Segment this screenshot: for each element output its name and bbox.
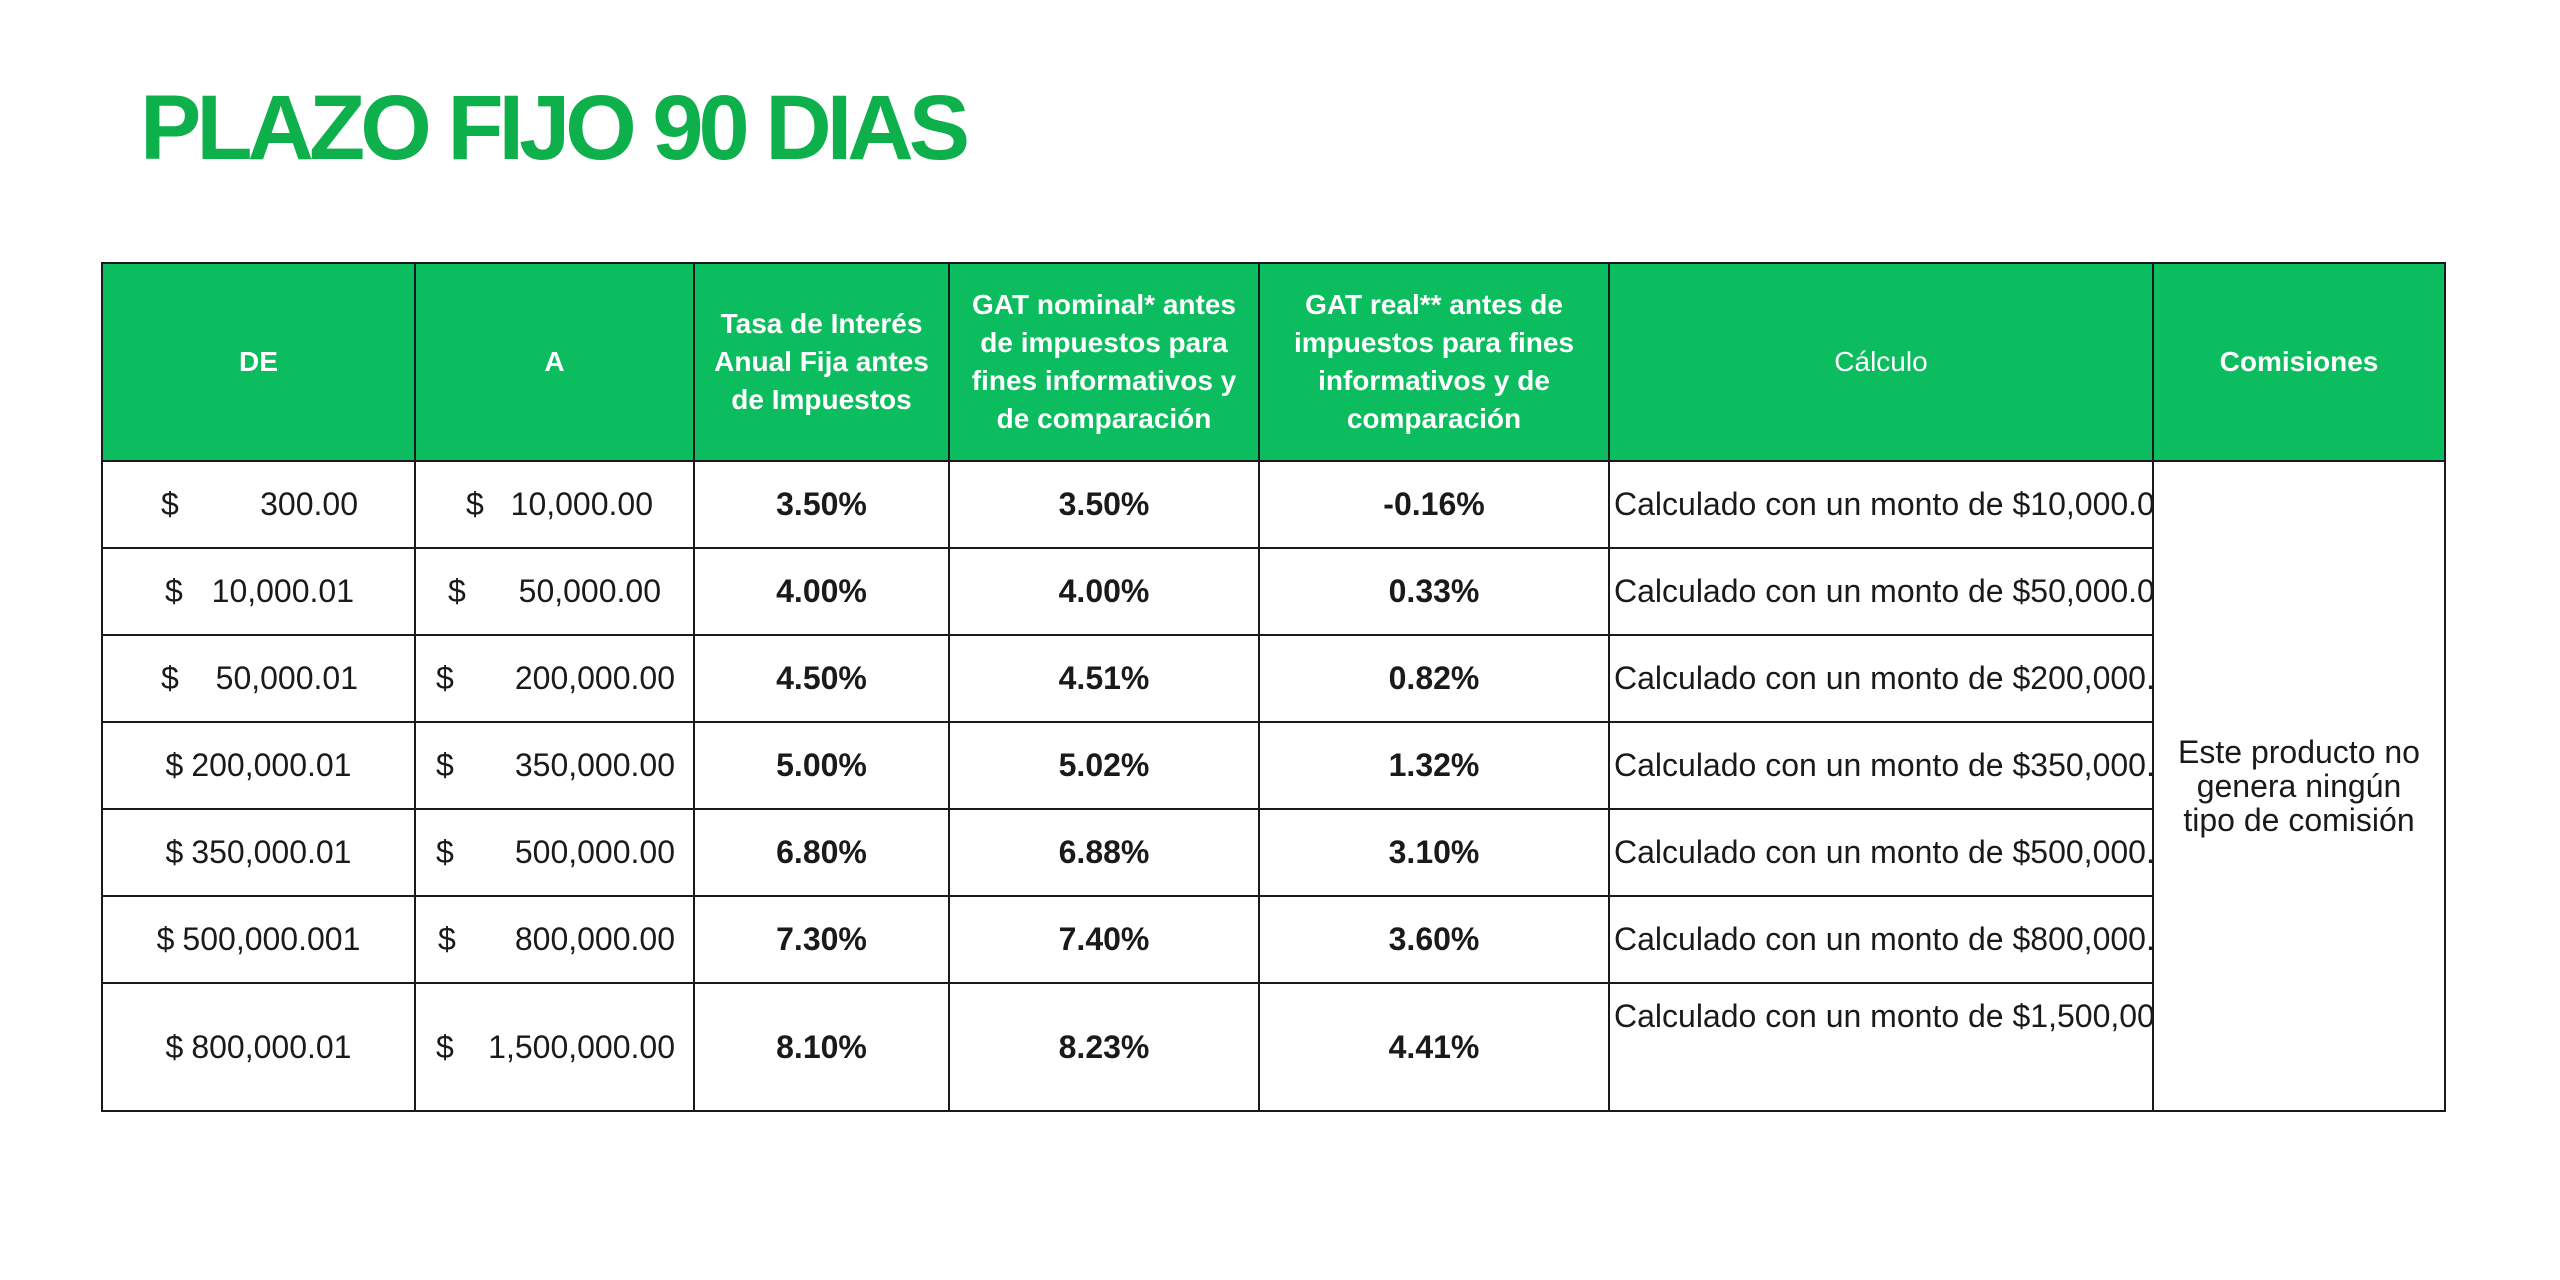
cell-calculo: Calculado con un monto de $350,000.00 — [1608, 721, 2154, 810]
currency-symbol: $ — [165, 573, 183, 609]
amount-from: 50,000.01 — [215, 660, 358, 696]
table-row: $ 350,000.01 $ 500,000.00 6.80% 6.88% 3.… — [101, 808, 2445, 897]
cell-comisiones: Este producto no genera ningún tipo de c… — [2152, 460, 2446, 1112]
rates-table: DE A Tasa de Interés Anual Fija antes de… — [101, 262, 2446, 1112]
cell-a: $ 200,000.00 — [414, 634, 695, 723]
cell-tasa: 8.10% — [693, 982, 950, 1112]
currency-symbol: $ — [161, 660, 179, 696]
cell-gat-real: 1.32% — [1258, 721, 1610, 810]
table-row: $ 500,000.001 $ 800,000.00 7.30% 7.40% 3… — [101, 895, 2445, 984]
amount-from: 300.00 — [260, 486, 358, 522]
currency-symbol: $ — [161, 486, 179, 522]
cell-a: $ 350,000.00 — [414, 721, 695, 810]
cell-gat-nominal: 4.51% — [948, 634, 1260, 723]
cell-tasa: 4.00% — [693, 547, 950, 636]
cell-de: $ 50,000.01 — [101, 634, 416, 723]
cell-calculo: Calculado con un monto de $1,500,000.00 — [1608, 982, 2154, 1112]
cell-tasa: 6.80% — [693, 808, 950, 897]
amount-from: 500,000.001 — [182, 921, 361, 957]
cell-de: $ 200,000.01 — [101, 721, 416, 810]
table-row: $ 10,000.01 $ 50,000.00 4.00% 4.00% 0.33… — [101, 547, 2445, 636]
amount-to: 10,000.00 — [510, 486, 653, 522]
amount-to: 800,000.00 — [514, 921, 675, 957]
cell-gat-nominal: 3.50% — [948, 460, 1260, 549]
cell-tasa: 3.50% — [693, 460, 950, 549]
cell-calculo: Calculado con un monto de $500,000.00 — [1608, 808, 2154, 897]
header-calculo: Cálculo — [1608, 262, 2154, 462]
currency-symbol: $ — [165, 1028, 184, 1065]
header-tasa: Tasa de Interés Anual Fija antes de Impu… — [693, 262, 950, 462]
header-gat-real: GAT real** antes de impuestos para fines… — [1258, 262, 1610, 462]
amount-from: 350,000.01 — [191, 834, 352, 870]
cell-a: $ 50,000.00 — [414, 547, 695, 636]
currency-symbol: $ — [165, 834, 184, 870]
amount-from: 200,000.01 — [191, 747, 352, 783]
cell-a: $ 10,000.00 — [414, 460, 695, 549]
cell-a: $ 800,000.00 — [414, 895, 695, 984]
cell-gat-real: 3.60% — [1258, 895, 1610, 984]
amount-to: 350,000.00 — [514, 747, 675, 783]
currency-symbol: $ — [436, 660, 454, 696]
cell-de: $ 350,000.01 — [101, 808, 416, 897]
currency-symbol: $ — [438, 921, 456, 957]
cell-de: $ 500,000.001 — [101, 895, 416, 984]
currency-symbol: $ — [436, 834, 454, 870]
cell-tasa: 7.30% — [693, 895, 950, 984]
currency-symbol: $ — [448, 573, 466, 609]
cell-gat-real: -0.16% — [1258, 460, 1610, 549]
cell-gat-real: 0.82% — [1258, 634, 1610, 723]
currency-symbol: $ — [436, 747, 454, 783]
cell-de: $ 800,000.01 — [101, 982, 416, 1112]
amount-to: 1,500,000.00 — [488, 1028, 675, 1065]
cell-gat-real: 0.33% — [1258, 547, 1610, 636]
table-header-row: DE A Tasa de Interés Anual Fija antes de… — [101, 262, 2446, 462]
currency-symbol: $ — [156, 921, 175, 957]
header-gat-nominal: GAT nominal* antes de impuestos para fin… — [948, 262, 1260, 462]
amount-from: 10,000.01 — [211, 573, 354, 609]
cell-gat-nominal: 7.40% — [948, 895, 1260, 984]
cell-a: $ 500,000.00 — [414, 808, 695, 897]
cell-gat-nominal: 4.00% — [948, 547, 1260, 636]
cell-de: $ 10,000.01 — [101, 547, 416, 636]
cell-gat-nominal: 5.02% — [948, 721, 1260, 810]
amount-from: 800,000.01 — [191, 1028, 352, 1065]
cell-gat-nominal: 6.88% — [948, 808, 1260, 897]
currency-symbol: $ — [165, 747, 184, 783]
cell-gat-real: 4.41% — [1258, 982, 1610, 1112]
cell-tasa: 5.00% — [693, 721, 950, 810]
header-comisiones: Comisiones — [2152, 262, 2446, 462]
cell-tasa: 4.50% — [693, 634, 950, 723]
page-title: PLAZO FIJO 90 DIAS — [140, 77, 970, 179]
amount-to: 500,000.00 — [514, 834, 675, 870]
cell-calculo: Calculado con un monto de $800,000.00 — [1608, 895, 2154, 984]
cell-a: $ 1,500,000.00 — [414, 982, 695, 1112]
header-a: A — [414, 262, 695, 462]
cell-calculo: Calculado con un monto de $50,000.00 — [1608, 547, 2154, 636]
amount-to: 200,000.00 — [514, 660, 675, 696]
amount-to: 50,000.00 — [518, 573, 661, 609]
header-de: DE — [101, 262, 416, 462]
currency-symbol: $ — [436, 1028, 454, 1065]
table-row: $ 300.00 $ 10,000.00 3.50% 3.50% -0.16% … — [101, 460, 2446, 1112]
currency-symbol: $ — [466, 486, 484, 522]
cell-calculo: Calculado con un monto de $200,000.00 — [1608, 634, 2154, 723]
cell-calculo: Calculado con un monto de $10,000.00 — [1608, 460, 2154, 549]
table-row: $ 200,000.01 $ 350,000.00 5.00% 5.02% 1.… — [101, 721, 2445, 810]
cell-de: $ 300.00 — [101, 460, 416, 549]
table-row: $ 800,000.01 $ 1,500,000.00 8.10% 8.23% … — [101, 982, 2445, 1112]
cell-gat-real: 3.10% — [1258, 808, 1610, 897]
table-row: $ 50,000.01 $ 200,000.00 4.50% 4.51% 0.8… — [101, 634, 2445, 723]
cell-gat-nominal: 8.23% — [948, 982, 1260, 1112]
